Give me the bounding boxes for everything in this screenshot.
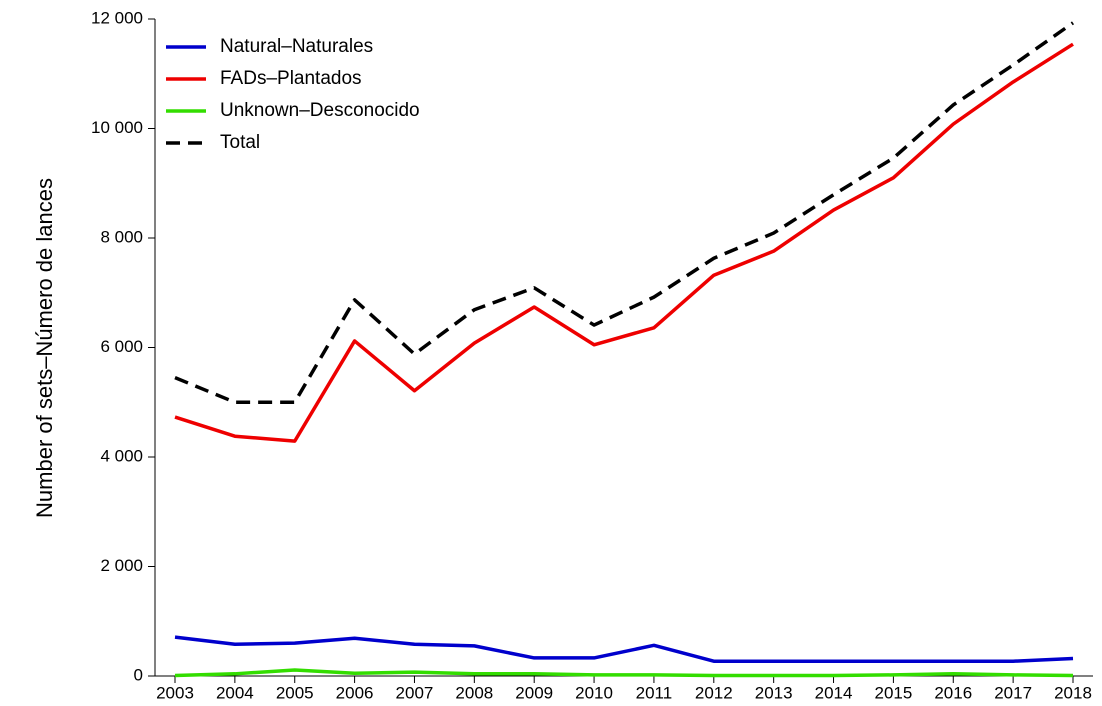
legend-label: Unknown–Desconocido (220, 100, 420, 121)
y-tick-label: 2 000 (100, 556, 143, 575)
x-tick-label: 2017 (994, 683, 1032, 702)
x-tick-label: 2018 (1054, 683, 1092, 702)
x-tick-label: 2014 (815, 683, 853, 702)
y-tick-label: 8 000 (100, 227, 143, 246)
x-tick-label: 2011 (636, 683, 673, 702)
y-tick-label: 10 000 (91, 118, 143, 137)
legend-label: Natural–Naturales (220, 36, 373, 57)
x-tick-label: 2006 (336, 683, 374, 702)
legend-label: FADs–Plantados (220, 68, 362, 89)
series-line (174, 668, 1074, 678)
y-axis-label: Number of sets–Número de lances (32, 178, 57, 518)
x-tick-label: 2012 (695, 683, 733, 702)
series-line (174, 42, 1074, 443)
x-tick-label: 2010 (575, 683, 613, 702)
x-tick-label: 2009 (515, 683, 553, 702)
y-tick-label: 6 000 (100, 337, 143, 356)
x-tick-label: 2004 (216, 683, 254, 702)
y-tick-label: 12 000 (91, 8, 143, 27)
series-line (174, 635, 1074, 663)
y-tick-label: 4 000 (100, 446, 143, 465)
legend-label: Total (220, 132, 260, 153)
x-tick-label: 2003 (156, 683, 194, 702)
x-tick-label: 2007 (396, 683, 434, 702)
x-tick-label: 2016 (934, 683, 972, 702)
x-tick-label: 2013 (755, 683, 793, 702)
x-tick-label: 2005 (276, 683, 314, 702)
x-tick-label: 2008 (455, 683, 493, 702)
y-tick-label: 0 (134, 665, 143, 684)
x-tick-label: 2015 (874, 683, 912, 702)
series-line (174, 21, 1075, 404)
